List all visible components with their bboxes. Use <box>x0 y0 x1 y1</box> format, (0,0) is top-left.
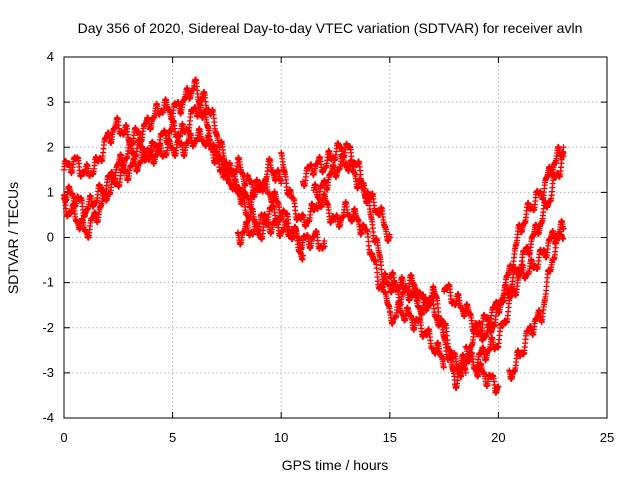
y-tick-label: 2 <box>47 139 54 154</box>
chart-title: Day 356 of 2020, Sidereal Day-to-day VTE… <box>78 20 583 36</box>
x-tick-label: 10 <box>274 430 288 445</box>
y-tick-label: 1 <box>47 184 54 199</box>
y-tick-label: 3 <box>47 94 54 109</box>
x-tick-label: 0 <box>60 430 67 445</box>
series-track <box>61 125 285 220</box>
series-track <box>473 217 567 372</box>
y-tick-label: -3 <box>42 365 54 380</box>
data-points <box>61 76 567 397</box>
y-tick-label: 0 <box>47 230 54 245</box>
data-point <box>299 252 306 259</box>
series-track <box>234 216 328 253</box>
x-tick-label: 15 <box>383 430 397 445</box>
y-tick-label: 4 <box>47 49 54 64</box>
x-tick-label: 20 <box>491 430 505 445</box>
y-axis-label: SDTVAR / TECUs <box>5 182 21 294</box>
axis-ticks: 0 5 10 15 20 25 -4 -3 -2 -1 0 1 2 3 4 <box>42 49 614 445</box>
grid-lines <box>64 57 607 418</box>
x-tick-label: 25 <box>600 430 614 445</box>
y-tick-label: -1 <box>42 275 54 290</box>
y-tick-label: -4 <box>42 410 54 425</box>
x-tick-label: 5 <box>169 430 176 445</box>
x-axis-label: GPS time / hours <box>282 457 389 473</box>
y-tick-label: -2 <box>42 320 54 335</box>
data-point <box>278 180 285 187</box>
